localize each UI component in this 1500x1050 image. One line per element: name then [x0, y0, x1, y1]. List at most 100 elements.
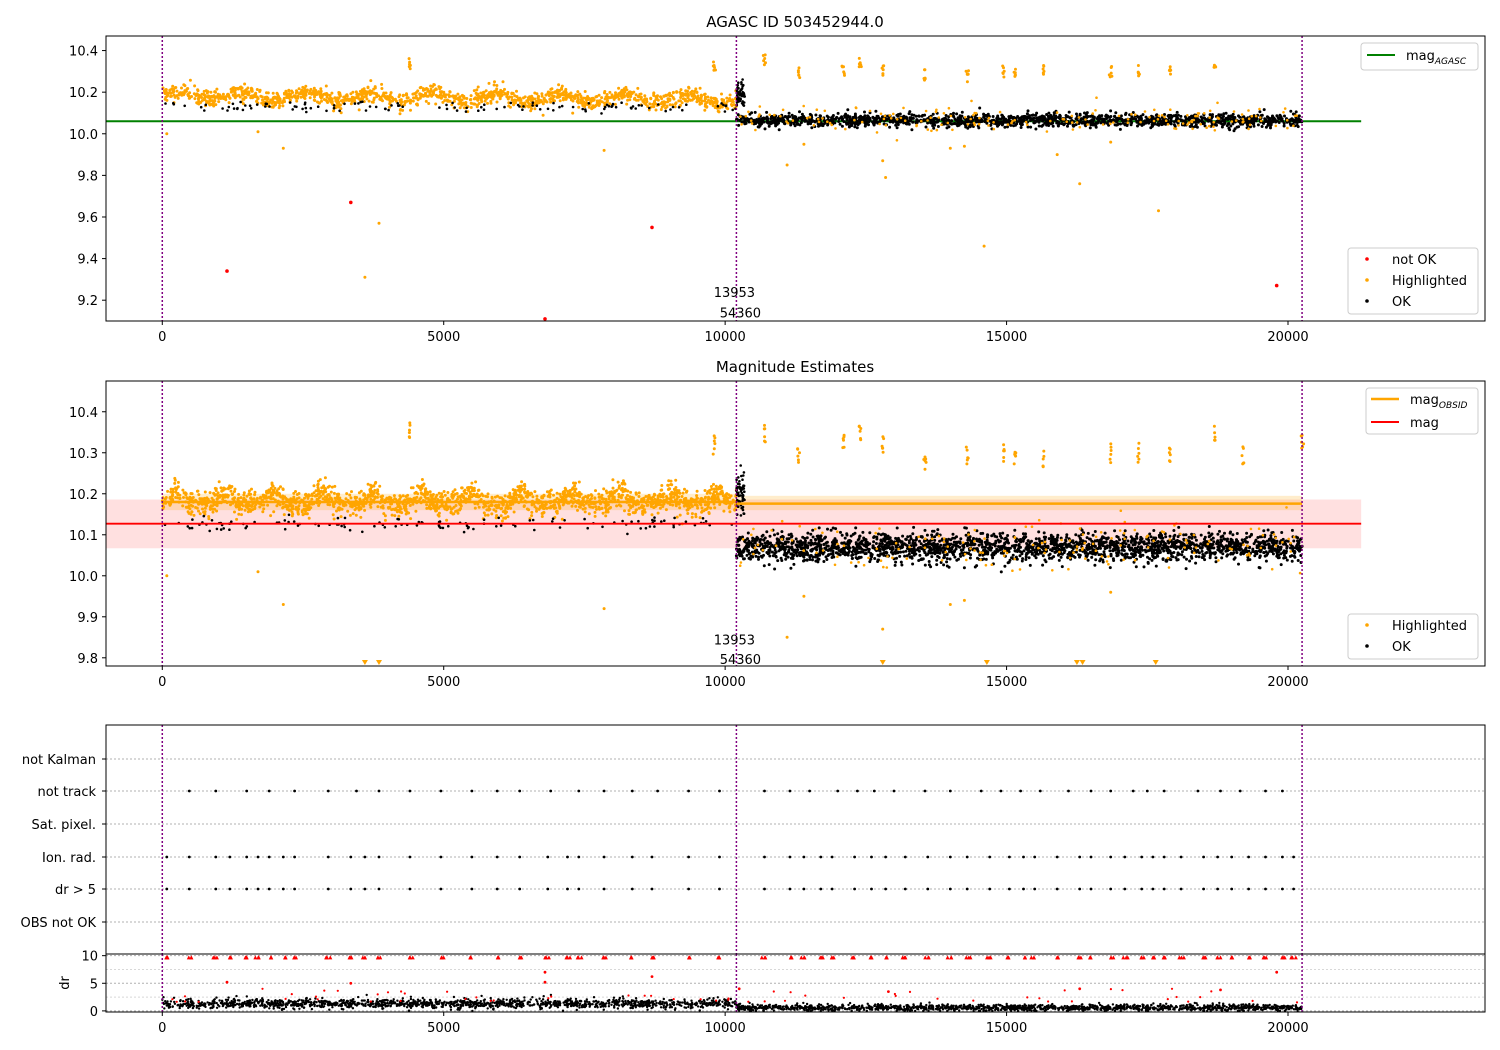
highlighted-point [664, 508, 668, 512]
highlighted-point [1205, 126, 1208, 129]
ok-point [1089, 119, 1093, 123]
ok-point [1215, 119, 1219, 123]
highlighted-point [779, 114, 782, 118]
highlighted-point [609, 95, 613, 99]
highlighted-point [266, 503, 270, 507]
highlighted-point [549, 87, 553, 91]
highlighted-point [619, 92, 623, 96]
highlighted-point [350, 490, 353, 494]
highlighted-point [165, 90, 168, 94]
highlighted-point [716, 492, 720, 496]
ok-point [1220, 125, 1224, 129]
highlighted-point [1143, 110, 1147, 113]
highlighted-point [212, 503, 216, 506]
highlighted-point [523, 490, 526, 494]
ok-point [227, 105, 231, 109]
highlighted-point [406, 493, 410, 497]
highlighted-point [1071, 128, 1075, 131]
highlighted-point [469, 94, 473, 98]
highlighted-point [632, 90, 636, 94]
highlighted-point [217, 480, 221, 484]
ok-point [1135, 120, 1139, 124]
highlighted-point [604, 95, 608, 99]
highlighted-point [1202, 112, 1206, 115]
highlighted-point [421, 88, 425, 92]
panel-agasc-xtick-label: 0 [158, 330, 166, 345]
highlighted-point [535, 509, 538, 513]
ok-point [1067, 110, 1071, 114]
highlighted-point [303, 503, 307, 507]
highlighted-point [493, 80, 496, 84]
highlighted-point [544, 506, 548, 510]
highlighted-point [252, 94, 256, 98]
highlighted-point [679, 96, 683, 99]
highlighted-point [504, 506, 508, 510]
highlighted-point [391, 99, 394, 103]
ok-point [268, 105, 271, 108]
highlighted-point [287, 89, 291, 93]
highlighted-point [490, 495, 494, 499]
highlighted-point [439, 495, 443, 499]
highlighted-point [556, 89, 560, 93]
highlighted-point [707, 98, 710, 102]
highlighted-point [229, 485, 233, 489]
highlighted-outlier-point [802, 142, 806, 146]
ok-point [480, 105, 483, 109]
highlighted-point [495, 100, 499, 104]
highlighted-point [332, 491, 336, 495]
highlighted-point [662, 100, 666, 104]
highlighted-point [1274, 124, 1278, 128]
highlighted-point [686, 99, 690, 103]
highlighted-point [616, 480, 620, 484]
highlighted-point [454, 94, 458, 98]
highlighted-point [659, 102, 663, 106]
highlighted-point [602, 487, 606, 491]
ok-point [1003, 125, 1007, 129]
highlighted-point [176, 496, 179, 500]
ok-point [864, 117, 868, 121]
highlighted-point [271, 96, 275, 100]
highlighted-point [278, 101, 281, 105]
ok-point [803, 116, 807, 120]
highlighted-point [362, 493, 366, 497]
ok-point [737, 81, 740, 84]
highlighted-point [617, 495, 621, 499]
highlighted-point [349, 102, 353, 106]
ok-point [1009, 123, 1013, 127]
highlighted-point [234, 94, 238, 98]
highlighted-point [1177, 124, 1180, 127]
highlighted-point [498, 96, 502, 99]
ok-point [966, 118, 970, 122]
highlighted-point [853, 118, 856, 122]
ok-point [1272, 116, 1276, 120]
highlighted-point [434, 102, 438, 106]
highlighted-outlier-point [842, 65, 845, 69]
ok-point [1172, 114, 1176, 118]
highlighted-point [205, 504, 209, 508]
highlighted-point [466, 497, 470, 501]
ok-point [812, 119, 816, 123]
highlighted-point [243, 91, 247, 95]
ok-point [1107, 119, 1111, 123]
highlighted-point [1234, 119, 1238, 122]
ok-point [954, 122, 958, 126]
highlighted-point [1117, 114, 1121, 118]
highlighted-point [665, 495, 668, 498]
highlighted-point [207, 517, 211, 521]
highlighted-point [686, 508, 690, 512]
ok-point [183, 104, 186, 108]
highlighted-point [484, 89, 488, 93]
highlighted-point [602, 497, 606, 501]
ok-point [1181, 119, 1185, 123]
highlighted-point [569, 91, 573, 95]
highlighted-point [452, 512, 456, 516]
highlighted-point [213, 90, 217, 94]
highlighted-point [296, 511, 300, 515]
not-ok-point [650, 225, 654, 230]
highlighted-point [236, 86, 240, 90]
highlighted-point [815, 108, 819, 111]
ok-point [902, 116, 906, 119]
highlighted-point [358, 89, 362, 93]
panel-magnitude-title: Magnitude Estimates [716, 358, 874, 376]
ok-point [744, 121, 748, 125]
